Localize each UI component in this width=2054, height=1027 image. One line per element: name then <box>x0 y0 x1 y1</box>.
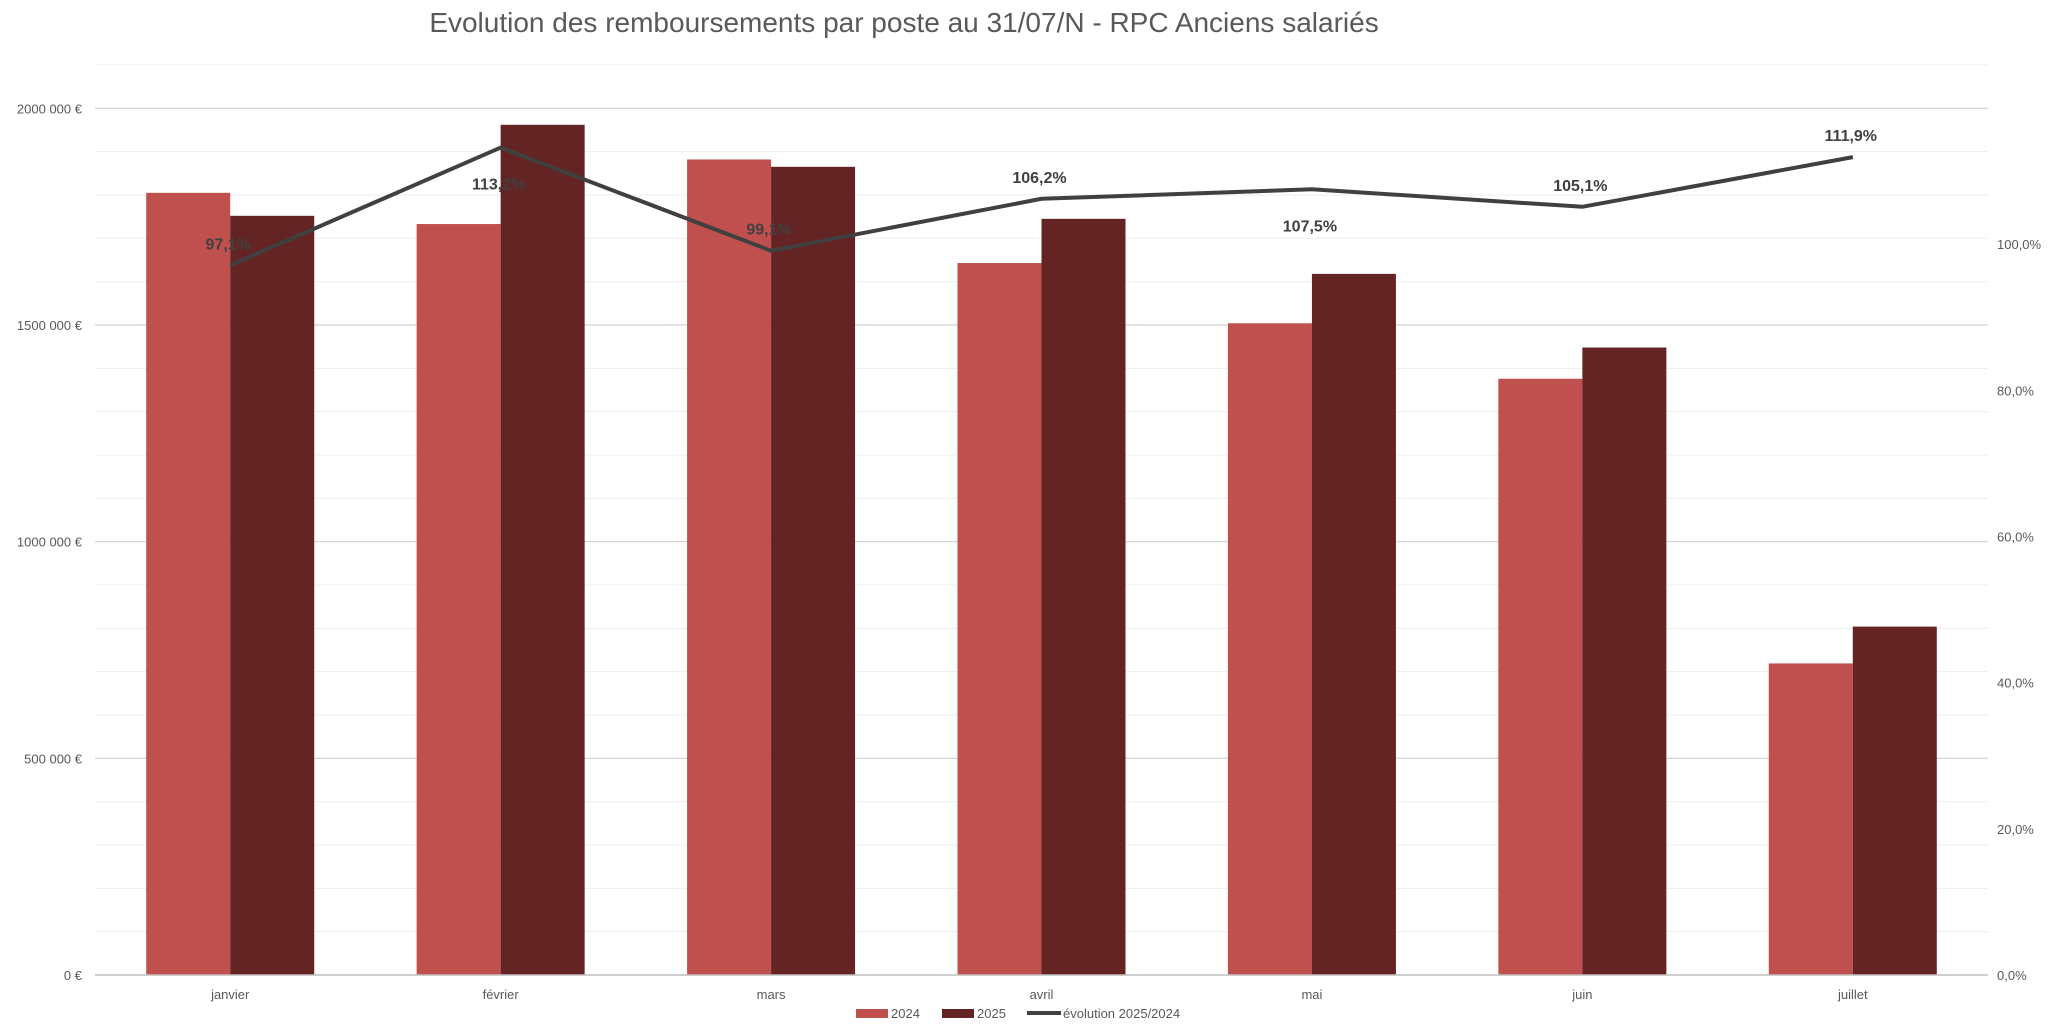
y-left-tick-label: 1500 000 € <box>17 318 83 333</box>
legend-label-2024: 2024 <box>891 1006 920 1021</box>
evolution-data-label: 105,1% <box>1553 178 1607 195</box>
evolution-data-label: 111,9% <box>1825 128 1878 145</box>
y-right-tick-label: 80,0% <box>1997 383 2034 398</box>
data-labels: 97,1% 113,2% 99,1% 106,2% 107,5% 105,1% 111,9% <box>206 128 1878 253</box>
y-right-tick-label: 60,0% <box>1997 529 2034 544</box>
evolution-data-label: 113,2% <box>472 177 525 194</box>
bar-2025 <box>1311 273 1396 975</box>
evolution-line-layer <box>229 145 1854 268</box>
y-right-tick-label: 0,0% <box>1997 968 2027 983</box>
bar-2024 <box>1768 663 1853 975</box>
y-left-tick-label: 0 € <box>64 968 83 983</box>
evolution-data-label: 107,5% <box>1283 218 1337 235</box>
bars <box>146 124 1937 976</box>
bar-2025 <box>230 215 315 976</box>
bar-2024 <box>687 159 772 975</box>
y-right-tick-label: 100,0% <box>1997 237 2042 252</box>
evolution-point <box>229 264 231 266</box>
legend-label-2025: 2025 <box>977 1006 1006 1021</box>
legend-swatch-2024 <box>856 1009 888 1018</box>
bar-2025 <box>1041 218 1126 976</box>
evolution-data-label: 99,1% <box>746 222 791 239</box>
chart-title: Evolution des remboursements par poste a… <box>429 7 1378 38</box>
category-label: mars <box>757 987 786 1002</box>
axes: 0 € 500 000 € 1000 000 € 1500 000 € 2000 000… <box>17 101 2042 1002</box>
category-label: juin <box>1571 987 1592 1002</box>
evolution-point <box>1852 156 1854 158</box>
y-right-tick-label: 20,0% <box>1997 822 2034 837</box>
y-left-tick-label: 1000 000 € <box>17 535 83 550</box>
evolution-point <box>770 250 772 252</box>
y-left-tick-label: 2000 000 € <box>17 101 83 116</box>
y-left-tick-label: 500 000 € <box>24 751 83 766</box>
evolution-point <box>1311 188 1313 190</box>
bar-2025 <box>1852 626 1937 975</box>
y-right-tick-label: 40,0% <box>1997 676 2034 691</box>
evolution-point <box>1581 206 1583 208</box>
bar-2024 <box>1498 378 1583 975</box>
legend-swatch-2025 <box>942 1009 974 1018</box>
category-label: février <box>483 987 520 1002</box>
evolution-point <box>1041 198 1042 200</box>
evolution-point <box>500 147 502 149</box>
evolution-data-label: 97,1% <box>206 236 251 253</box>
bar-2024 <box>416 224 501 976</box>
category-label: janvier <box>210 987 250 1002</box>
legend: 2024 2025 évolution 2025/2024 <box>856 1006 1180 1021</box>
bar-2024 <box>146 192 231 976</box>
legend-label-evolution: évolution 2025/2024 <box>1063 1006 1180 1021</box>
category-label: mai <box>1301 987 1322 1002</box>
category-label: avril <box>1030 987 1054 1002</box>
evolution-data-label: 106,2% <box>1012 170 1066 187</box>
bar-2024 <box>957 263 1042 975</box>
category-label: juillet <box>1837 987 1868 1002</box>
bar-2024 <box>1227 323 1312 975</box>
bar-2025 <box>771 166 856 976</box>
bar-2025 <box>500 124 585 976</box>
bar-2025 <box>1582 347 1667 975</box>
